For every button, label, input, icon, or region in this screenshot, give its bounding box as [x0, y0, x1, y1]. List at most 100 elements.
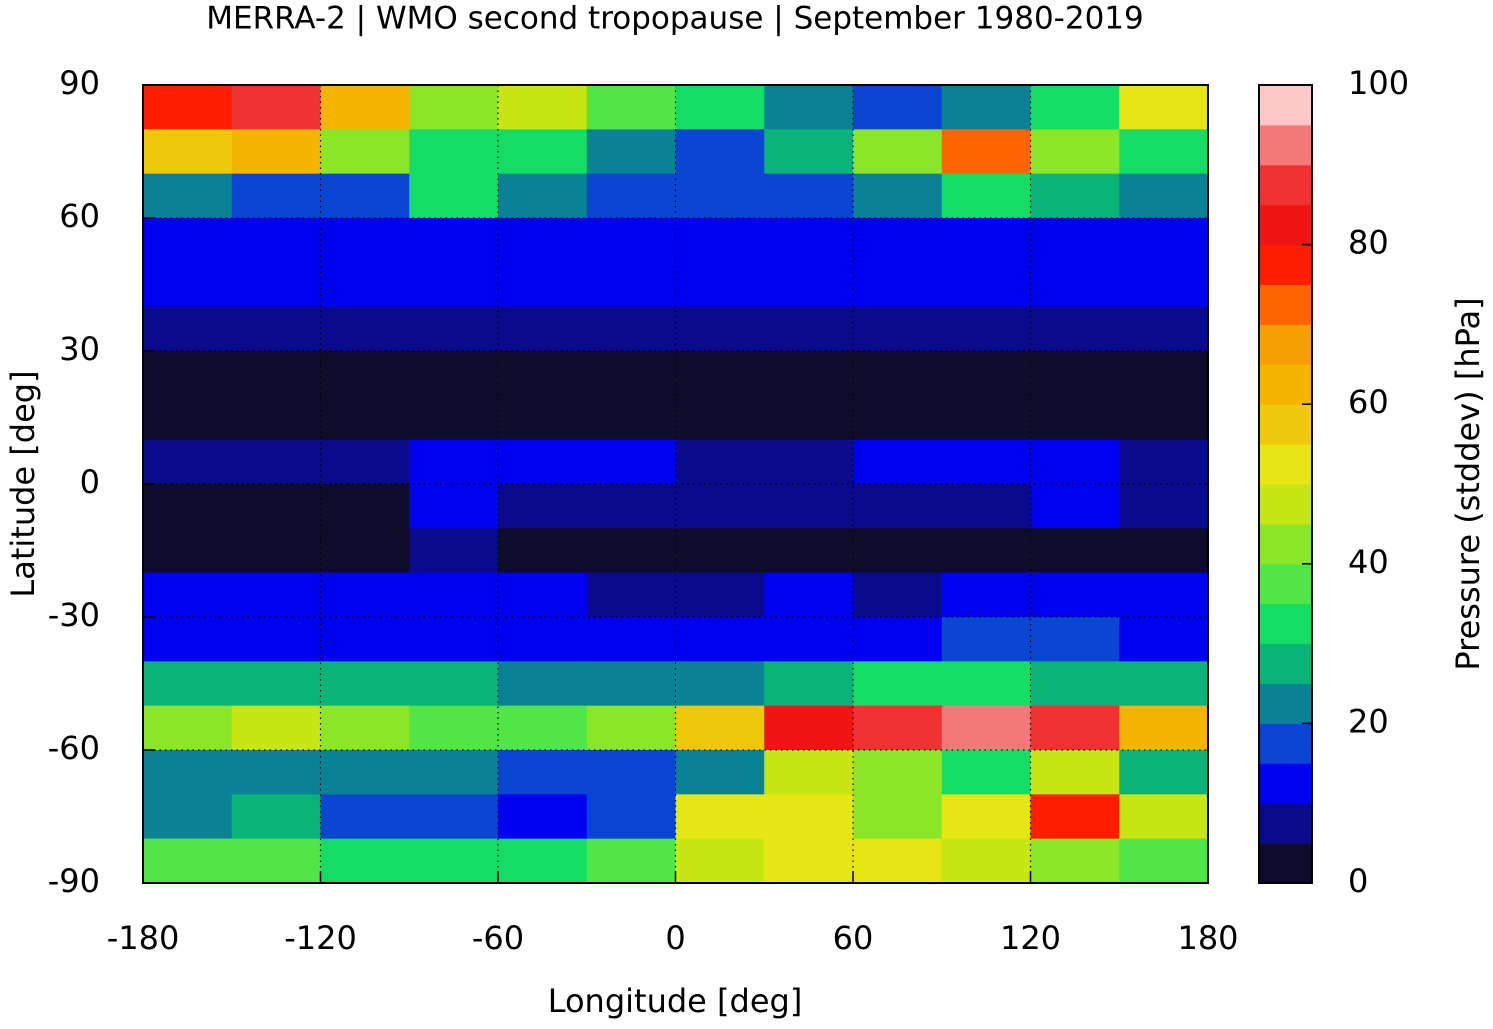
colorbar-swatch — [1259, 444, 1312, 485]
heat-cell — [586, 129, 676, 175]
colorbar-swatch — [1259, 244, 1312, 285]
heat-cell — [853, 528, 943, 574]
y-tick-label: 60 — [59, 197, 100, 235]
heat-cell — [409, 528, 499, 574]
heat-cell — [409, 395, 499, 441]
heat-cell — [498, 173, 588, 219]
heat-cell — [498, 661, 588, 707]
heat-cell — [409, 661, 499, 707]
heat-cell — [675, 85, 765, 130]
heat-cell — [586, 306, 676, 352]
heat-cell — [853, 572, 943, 618]
heat-cell — [853, 439, 943, 485]
heat-cell — [853, 129, 943, 175]
heat-cell — [764, 439, 854, 485]
colorbar-swatch — [1259, 523, 1312, 565]
heat-cell — [586, 484, 676, 529]
heat-cell — [231, 528, 321, 574]
heat-cell — [143, 617, 233, 662]
heat-cell — [586, 439, 676, 485]
heat-cell — [231, 617, 321, 662]
heat-cell — [1119, 85, 1209, 130]
heat-cell — [143, 85, 233, 130]
heat-cell — [1119, 173, 1209, 219]
heat-cell — [1119, 572, 1209, 618]
colorbar-swatch — [1259, 803, 1312, 844]
x-tick-label: 0 — [665, 919, 685, 957]
heat-cell — [143, 705, 233, 751]
colorbar-swatch — [1259, 85, 1312, 126]
heat-cell — [231, 395, 321, 441]
heat-cell — [586, 838, 676, 884]
heat-cell — [1030, 218, 1120, 263]
heat-cell — [1030, 173, 1120, 219]
heat-cell — [498, 218, 588, 263]
heat-cell — [941, 661, 1031, 707]
colorbar-swatch — [1259, 164, 1312, 206]
colorbar-swatch — [1259, 603, 1312, 645]
heat-cell — [1119, 661, 1209, 707]
colorbar-frame — [1258, 84, 1313, 884]
heat-cell — [320, 262, 410, 308]
heat-cell — [320, 750, 410, 795]
heat-cell — [1119, 395, 1209, 441]
heat-cell — [853, 173, 943, 219]
heat-cell — [1030, 306, 1120, 352]
heat-cell — [764, 750, 854, 795]
heat-cell — [409, 794, 499, 840]
heat-cell — [764, 173, 854, 219]
heat-cell — [941, 306, 1031, 352]
heat-cell — [586, 528, 676, 574]
heat-cell — [231, 572, 321, 618]
heat-cell — [853, 617, 943, 662]
x-tick-label: 120 — [1000, 919, 1061, 957]
heat-cell — [320, 572, 410, 618]
heat-cell — [409, 439, 499, 485]
heat-cell — [498, 484, 588, 529]
heat-cell — [941, 528, 1031, 574]
heat-cell — [853, 484, 943, 529]
heat-cell — [764, 484, 854, 529]
colorbar-tick-label: 0 — [1348, 862, 1368, 900]
heat-cell — [409, 262, 499, 308]
heat-cell — [941, 173, 1031, 219]
heat-cell — [231, 306, 321, 352]
heat-cell — [409, 705, 499, 751]
colorbar-swatch — [1259, 404, 1312, 445]
colorbar-swatch — [1259, 364, 1312, 405]
heat-cell — [498, 439, 588, 485]
heat-cell — [143, 794, 233, 840]
heat-cell — [320, 439, 410, 485]
heat-cell — [1119, 218, 1209, 263]
heat-cell — [498, 617, 588, 662]
heat-cell — [231, 218, 321, 263]
heat-cell — [1030, 661, 1120, 707]
heat-cell — [853, 85, 943, 130]
colorbar-tick-label: 20 — [1348, 702, 1389, 740]
heat-cell — [941, 218, 1031, 263]
heat-cell — [320, 85, 410, 130]
heat-cell — [764, 306, 854, 352]
chart-title: MERRA-2 | WMO second tropopause | Septem… — [206, 1, 1144, 37]
x-tick-label: -60 — [472, 919, 524, 957]
plot-frame — [142, 84, 1209, 884]
heat-cell — [320, 218, 410, 263]
heat-cell — [143, 750, 233, 795]
heat-cell — [586, 661, 676, 707]
heat-cell — [1119, 439, 1209, 485]
heat-cell — [498, 395, 588, 441]
heat-cell — [409, 218, 499, 263]
y-tick-label: 90 — [59, 64, 100, 102]
heat-cell — [409, 750, 499, 795]
heat-cell — [1030, 528, 1120, 574]
heat-cell — [586, 617, 676, 662]
heat-cell — [143, 395, 233, 441]
heat-cell — [675, 306, 765, 352]
heat-cell — [409, 173, 499, 219]
heat-cell — [675, 262, 765, 308]
heat-cell — [1030, 750, 1120, 795]
heat-cell — [498, 838, 588, 884]
heat-cell — [231, 439, 321, 485]
y-tick-label: 30 — [59, 330, 100, 368]
heat-cell — [1119, 351, 1209, 396]
